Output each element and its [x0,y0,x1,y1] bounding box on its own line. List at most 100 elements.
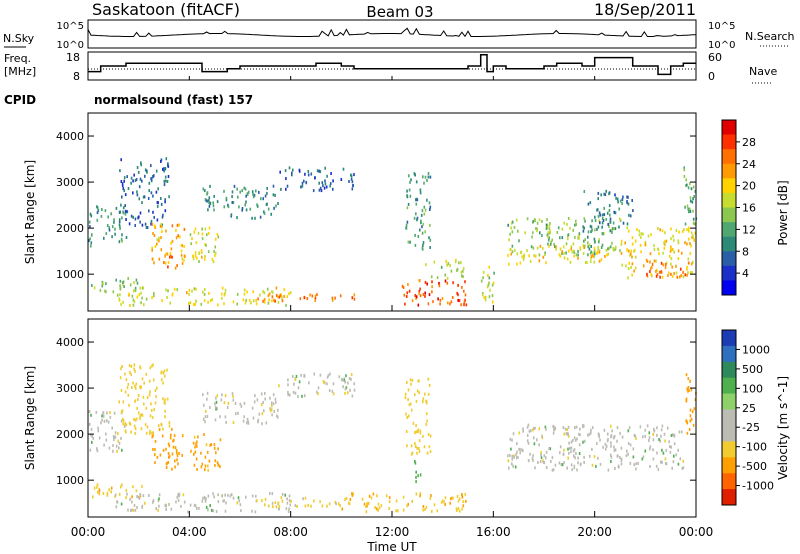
data-cell [322,184,324,188]
data-cell [545,261,547,265]
data-cell [259,215,262,219]
data-cell [548,225,551,229]
data-cell [221,494,224,498]
data-cell [291,171,293,175]
data-cell [625,264,627,268]
data-cell [602,219,605,222]
data-cell [139,177,142,181]
data-cell [219,438,222,442]
data-cell [303,374,305,378]
data-cell [265,203,268,207]
data-cell [307,173,310,177]
data-cell [130,430,132,434]
data-cell [209,299,212,303]
data-cell [136,295,139,299]
data-cell [558,253,561,257]
data-cell [173,438,175,442]
colorbar-tick-label: -25 [742,421,760,434]
data-cell [176,264,178,268]
data-cell [252,416,255,420]
data-cell [377,508,379,512]
data-cell [108,446,111,450]
data-cell [614,448,617,452]
data-cell [262,400,264,404]
data-cell [530,245,533,249]
data-cell [297,395,299,399]
data-cell [412,421,415,425]
data-cell [215,510,218,513]
data-cell [465,303,468,307]
data-cell [596,251,598,255]
data-cell [546,223,549,227]
data-cell [414,233,416,237]
data-cell [275,400,277,404]
data-cell [162,427,164,431]
data-cell [181,453,183,457]
data-cell [414,442,416,445]
data-cell [682,270,684,274]
data-cell [252,195,255,199]
data-cell [121,182,124,186]
data-cell [88,422,91,426]
data-cell [538,443,540,447]
data-cell [526,249,528,253]
data-cell [203,299,206,303]
data-cell [429,223,431,227]
data-cell [548,231,550,235]
data-cell [118,220,121,223]
data-cell [101,418,103,422]
data-cell [422,175,424,179]
data-cell [212,492,214,496]
data-cell [411,499,413,503]
data-cell [171,255,173,259]
data-cell [100,214,103,218]
data-cell [587,230,590,234]
data-cell [237,496,240,500]
data-cell [154,453,156,457]
data-cell [215,400,218,404]
data-cell [566,466,568,470]
data-cell [607,247,609,251]
data-cell [261,499,263,503]
data-cell [151,416,154,420]
y-tick-label: 4000 [56,130,84,143]
data-cell [330,172,332,175]
data-cell [160,202,163,206]
colorbar-swatch [722,489,736,506]
data-cell [141,296,143,300]
data-cell [141,201,143,205]
data-cell [251,509,253,513]
data-cell [106,493,109,497]
data-cell [279,294,282,298]
data-cell [103,419,106,423]
data-cell [366,502,368,506]
data-cell [418,450,421,453]
data-cell [425,263,427,267]
data-cell [275,204,277,208]
data-cell [422,508,424,512]
data-cell [570,446,573,450]
data-cell [259,293,261,297]
data-cell [331,298,334,302]
data-cell [170,241,172,245]
data-cell [126,175,128,179]
colorbar-swatch [722,345,736,363]
data-cell [223,302,225,306]
data-cell [134,386,137,390]
data-cell [299,297,302,301]
data-cell [553,242,555,246]
data-cell [133,367,135,371]
data-cell [281,492,284,496]
data-cell [214,402,216,406]
data-cell [91,284,93,287]
data-cell [200,451,202,455]
data-cell [120,388,123,392]
data-cell [232,300,235,304]
data-cell [547,231,549,235]
y-tick-label: 2000 [56,222,84,235]
data-cell [575,219,577,223]
data-cell [194,254,197,258]
data-cell [536,246,539,250]
data-cell [586,261,588,264]
data-cell [415,198,417,202]
